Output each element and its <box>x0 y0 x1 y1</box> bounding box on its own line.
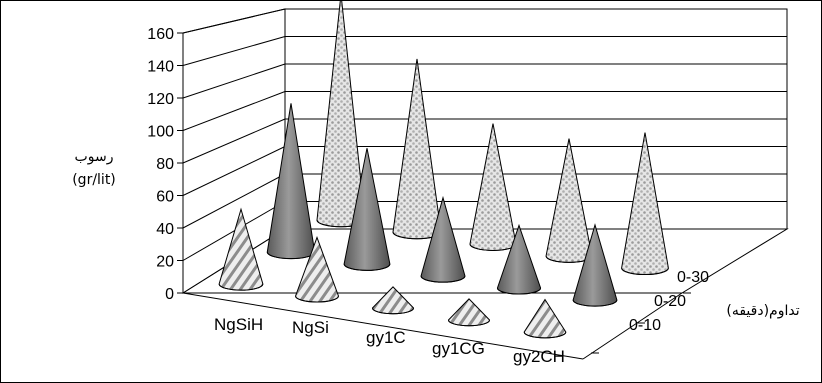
cone-mark <box>545 138 593 263</box>
cone-0-30-gy1C <box>469 123 517 251</box>
cone-base <box>496 287 542 295</box>
y-tick-label: 20 <box>156 254 174 271</box>
cone-0-10-gy2CH <box>523 298 567 339</box>
cone-0-10-gy1CG <box>447 298 491 327</box>
y-tick-label: 60 <box>156 189 174 206</box>
cone-base <box>447 319 491 327</box>
gridline-side <box>182 8 286 34</box>
cone-base <box>218 283 264 291</box>
gridline-side <box>182 118 286 164</box>
gridline-side <box>182 91 286 131</box>
y-tick-label: 140 <box>147 59 174 76</box>
category-labels: NgSiH NgSi gy1C gy1CG gy2CH <box>214 315 565 366</box>
y-axis-unit: (gr/lit) <box>72 172 116 188</box>
cones <box>218 1 669 339</box>
category-label: gy1CG <box>432 339 485 358</box>
depth-tick-label: 0-10 <box>629 317 661 334</box>
gridline-side <box>182 146 286 196</box>
cone-0-30-gy1CG <box>545 138 593 263</box>
cone-base <box>621 267 669 275</box>
y-tick-label: 100 <box>147 124 174 141</box>
cone-mark <box>218 207 264 291</box>
category-label: gy1C <box>366 328 406 347</box>
cone-mark <box>523 298 567 339</box>
cone-mark <box>371 286 415 315</box>
y-axis-ticks: 0 20 40 60 80 100 120 140 160 <box>147 26 183 303</box>
cone-0-10-gy1C <box>371 286 415 315</box>
cone-mark <box>447 298 491 327</box>
y-tick-label: 120 <box>147 91 174 108</box>
cone-mark <box>392 58 442 240</box>
cone-base <box>523 331 567 339</box>
cone-0-10-NgSi <box>295 236 339 303</box>
cone-0-20-NgSi <box>343 148 391 271</box>
depth-axis-labels: 0-10 0-20 0-30 <box>591 269 709 354</box>
depth-axis-line <box>582 292 683 360</box>
depth-tick-label: 0-20 <box>654 293 686 310</box>
gridlines <box>182 8 787 261</box>
y-axis-title: رسوب <box>75 149 114 165</box>
category-label: NgSiH <box>214 315 263 334</box>
cone-mark <box>469 123 517 251</box>
cone-base <box>295 295 339 303</box>
cone-base <box>420 275 466 283</box>
cone-0-10-NgSiH <box>218 207 264 291</box>
gridline-side <box>182 63 286 99</box>
cone-base <box>572 299 618 307</box>
cone-0-20-gy1CG <box>496 223 542 295</box>
y-tick-label: 80 <box>156 156 174 173</box>
y-tick-label: 40 <box>156 221 174 238</box>
cone-mark <box>266 103 316 260</box>
y-tick-label: 0 <box>165 286 174 303</box>
cone-base <box>343 263 391 271</box>
category-label: gy2CH <box>513 347 565 366</box>
category-label: NgSi <box>292 318 329 337</box>
front-base-line <box>182 292 584 360</box>
depth-tick-label: 0-30 <box>677 269 709 286</box>
cone-base <box>371 307 415 315</box>
cone-0-30-NgSi <box>392 58 442 240</box>
gridline-side <box>182 36 286 66</box>
gridline-side <box>182 201 286 261</box>
cone-0-30-gy2CH <box>621 132 669 275</box>
cone-0-20-gy1C <box>420 195 466 283</box>
cone-mark <box>621 132 669 275</box>
depth-axis-title: تداوم(دقیقه) <box>726 303 799 319</box>
cone-0-20-NgSiH <box>266 103 316 260</box>
gridline-side <box>182 173 286 229</box>
y-tick-label: 160 <box>147 26 174 43</box>
cone-0-20-gy2CH <box>572 223 618 307</box>
